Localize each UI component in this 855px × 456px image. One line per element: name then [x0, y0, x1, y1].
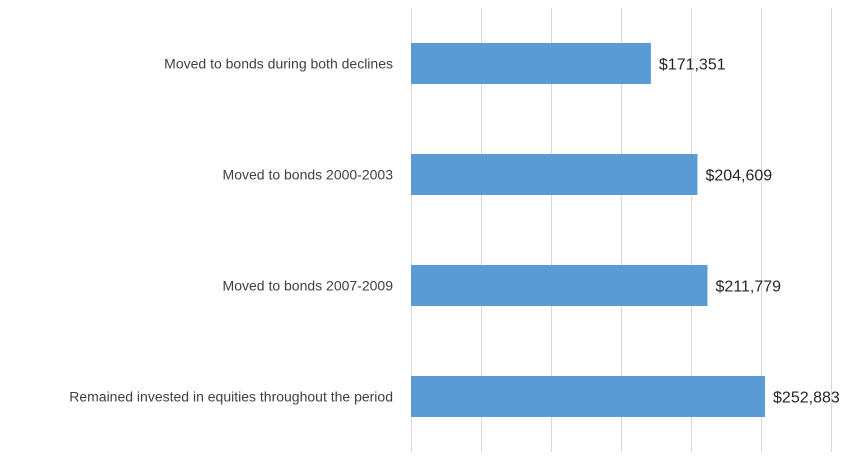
category-label: Moved to bonds during both declines [164, 56, 393, 72]
bar [411, 376, 766, 417]
value-label: $204,609 [705, 168, 772, 185]
category-label: Remained invested in equities throughout… [69, 389, 393, 405]
bars [411, 43, 766, 417]
value-label: $211,779 [715, 279, 781, 296]
bar [411, 154, 698, 195]
category-labels: Moved to bonds during both declines Moved… [69, 56, 393, 405]
bar [411, 265, 708, 306]
category-label: Moved to bonds 2007-2009 [223, 278, 394, 294]
bar [411, 43, 651, 84]
value-labels: $171,351 $204,609 $211,779 $252,883 [659, 57, 840, 407]
category-label: Moved to bonds 2000-2003 [223, 167, 394, 183]
value-label: $171,351 [659, 57, 726, 74]
value-label: $252,883 [773, 390, 840, 407]
